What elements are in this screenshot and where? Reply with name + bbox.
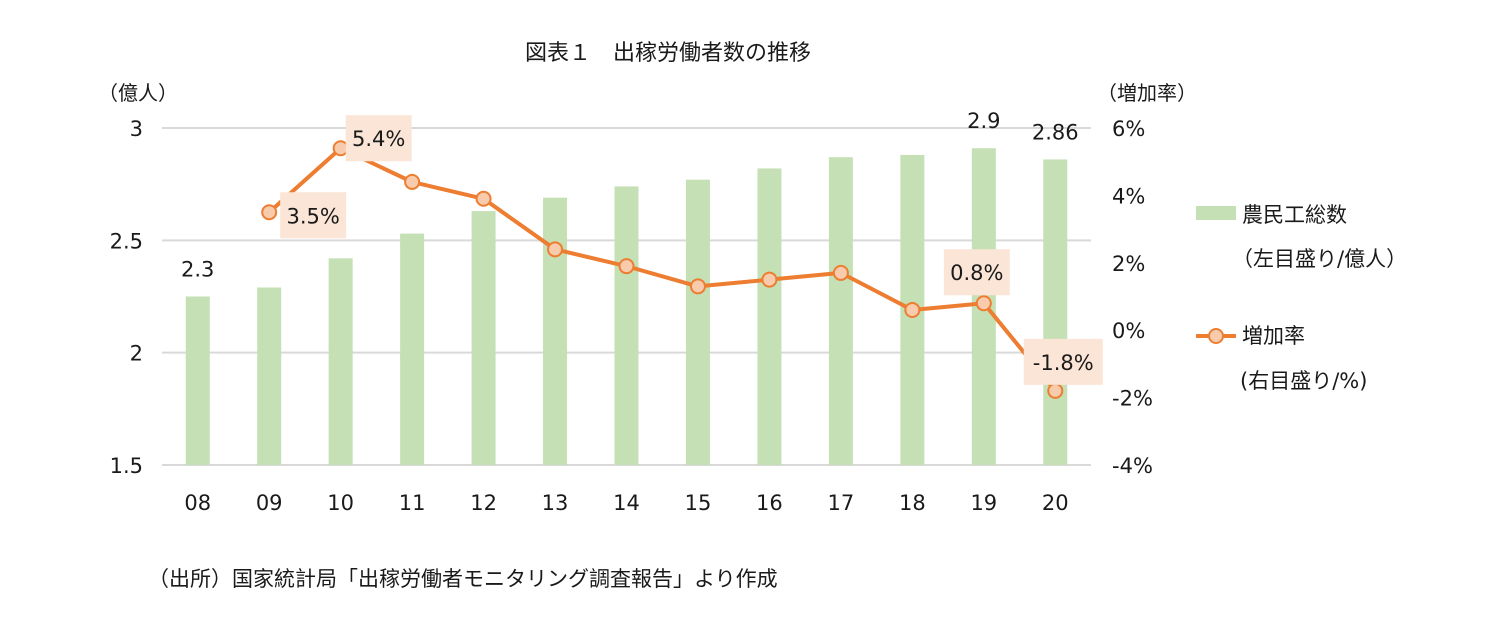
y-left-tick-label: 2: [130, 342, 143, 366]
x-tick-label: 10: [327, 491, 354, 515]
y-right-tick-label: -2%: [1112, 387, 1153, 411]
line-point: [904, 301, 921, 318]
bar-value-label: 2.86: [1032, 120, 1079, 144]
axes: 1.5 2 2.5 3 -4% -2% 0% 2% 4% 6% 08 09 10 11 12 13 14 15 16…: [110, 117, 1153, 515]
x-tick-label: 18: [899, 491, 926, 515]
data-labels: 2.3 2.9 2.86 3.5% 5.4% 0.8% -1.8%: [181, 109, 1103, 385]
bar-series: [185, 148, 1068, 465]
y-right-tick-label: -4%: [1112, 454, 1153, 478]
x-tick-label: 17: [828, 491, 855, 515]
legend: 農民工総数 （左目盛り/億人） 増加率 (右目盛り/%): [1196, 203, 1407, 393]
x-tick-label: 19: [970, 491, 997, 515]
line-point: [618, 258, 635, 275]
bar: [614, 186, 639, 465]
line-point: [332, 140, 349, 157]
bar: [185, 296, 210, 465]
x-tick-label: 16: [756, 491, 783, 515]
y-left-tick-label: 3: [130, 117, 143, 141]
legend-bar-note: （左目盛り/億人）: [1232, 247, 1407, 271]
x-tick-label: 09: [256, 491, 283, 515]
y-left-tick-label: 1.5: [110, 454, 143, 478]
x-tick-label: 14: [613, 491, 640, 515]
bar: [543, 197, 568, 465]
line-point: [1047, 382, 1064, 399]
line-point: [261, 204, 278, 221]
source-note: （出所）国家統計局「出稼労働者モニタリング調査報告」より作成: [148, 567, 778, 591]
line-point: [975, 295, 992, 312]
line-label-box: [943, 249, 1010, 296]
chart-title: 図表１ 出稼労働者数の推移: [525, 41, 811, 66]
x-tick-label: 12: [470, 491, 497, 515]
bar: [257, 287, 282, 465]
x-tick-label: 11: [399, 491, 426, 515]
line-label-box: [345, 115, 412, 162]
line-series: [261, 140, 1064, 399]
bar-value-label: 2.9: [967, 109, 1000, 133]
line-point: [475, 190, 492, 207]
y-right-tick-label: 6%: [1112, 117, 1145, 141]
legend-line-note: (右目盛り/%): [1240, 369, 1367, 393]
x-tick-label: 15: [685, 491, 712, 515]
bar: [328, 258, 353, 465]
line-value-label: 3.5%: [287, 204, 340, 228]
y-right-tick-label: 4%: [1112, 184, 1145, 208]
left-axis-unit: （億人）: [98, 81, 178, 105]
bar-value-label: 2.3: [181, 258, 214, 282]
legend-line-marker: [1208, 328, 1224, 344]
x-tick-label: 20: [1042, 491, 1069, 515]
bar: [757, 168, 782, 465]
line-point: [689, 278, 706, 295]
line-point: [832, 264, 849, 281]
bar: [828, 157, 853, 465]
bar: [685, 179, 710, 465]
line-value-label: -1.8%: [1033, 351, 1094, 375]
x-tick-label: 13: [542, 491, 569, 515]
y-left-tick-label: 2.5: [110, 229, 143, 253]
bar: [471, 211, 496, 465]
line-label-box: [1023, 338, 1103, 385]
y-right-tick-label: 0%: [1112, 319, 1145, 343]
line-point: [547, 241, 564, 258]
line-point: [404, 173, 421, 190]
legend-line-label: 増加率: [1242, 324, 1305, 348]
line-label-box: [280, 192, 347, 239]
y-right-tick-label: 2%: [1112, 252, 1145, 276]
x-tick-label: 08: [184, 491, 211, 515]
bar: [400, 233, 425, 465]
line-value-label: 5.4%: [352, 127, 405, 151]
line-value-label: 0.8%: [950, 261, 1003, 285]
line-point: [761, 271, 778, 288]
legend-bar-swatch: [1196, 206, 1236, 220]
line-path: [267, 146, 1057, 393]
legend-bar-label: 農民工総数: [1242, 203, 1347, 227]
bar: [1043, 159, 1068, 465]
right-axis-unit: （増加率）: [1097, 81, 1197, 105]
